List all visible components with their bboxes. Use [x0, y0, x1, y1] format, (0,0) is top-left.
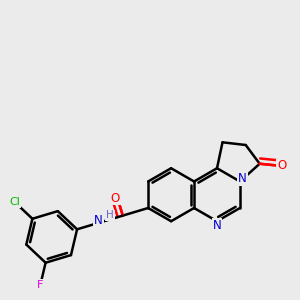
- Text: N: N: [94, 214, 103, 227]
- Text: F: F: [37, 280, 44, 290]
- Text: N: N: [213, 219, 221, 232]
- Text: N: N: [238, 172, 247, 185]
- Text: O: O: [278, 160, 287, 172]
- Text: O: O: [110, 191, 120, 205]
- Text: H: H: [106, 210, 114, 220]
- Text: Cl: Cl: [10, 197, 20, 207]
